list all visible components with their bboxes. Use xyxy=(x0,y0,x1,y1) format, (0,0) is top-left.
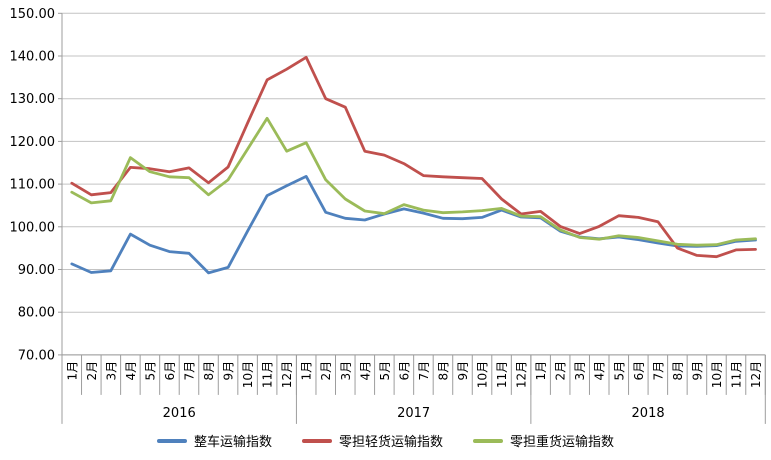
x-month-label: 10月 xyxy=(241,361,255,388)
x-month-label: 7月 xyxy=(182,361,196,381)
legend-swatch-blue-line xyxy=(156,438,187,443)
y-axis-label: 110.00 xyxy=(10,178,56,193)
x-month-label: 8月 xyxy=(436,361,450,381)
y-axis-label: 100.00 xyxy=(10,220,56,235)
chart-legend: 整车运输指数 零担轻货运输指数 零担重货运输指数 xyxy=(0,431,771,450)
x-month-label: 9月 xyxy=(222,361,236,381)
x-month-label: 9月 xyxy=(690,361,704,381)
x-month-label: 12月 xyxy=(515,361,529,388)
x-month-label: 1月 xyxy=(300,361,314,381)
legend-swatch-red-line xyxy=(301,438,332,443)
y-axis-label: 80.00 xyxy=(18,306,55,321)
series-line xyxy=(70,174,757,275)
year-label: 2016 xyxy=(163,406,196,421)
x-month-label: 6月 xyxy=(397,361,411,381)
y-axis-label: 150.00 xyxy=(10,7,56,22)
x-month-label: 3月 xyxy=(104,361,118,381)
x-month-label: 5月 xyxy=(612,361,626,381)
x-month-label: 9月 xyxy=(456,361,470,381)
x-month-label: 4月 xyxy=(593,361,607,381)
y-axis-label: 140.00 xyxy=(10,50,56,65)
y-axis-label: 90.00 xyxy=(18,263,55,278)
x-month-label: 7月 xyxy=(651,361,665,381)
x-month-label: 6月 xyxy=(163,361,177,381)
x-month-label: 5月 xyxy=(143,361,157,381)
x-month-label: 11月 xyxy=(729,361,743,388)
x-month-label: 11月 xyxy=(261,361,275,388)
x-month-label: 2月 xyxy=(85,361,99,381)
y-axis-label: 130.00 xyxy=(10,92,56,107)
x-month-label: 2月 xyxy=(319,361,333,381)
x-month-label: 12月 xyxy=(749,361,763,388)
legend-item-truckload: 整车运输指数 xyxy=(156,431,272,450)
legend-label: 零担重货运输指数 xyxy=(510,435,615,450)
legend-label: 整车运输指数 xyxy=(193,435,272,450)
series-line xyxy=(70,55,757,259)
x-month-label: 8月 xyxy=(202,361,216,381)
x-month-label: 10月 xyxy=(710,361,724,388)
x-month-label: 4月 xyxy=(358,361,372,381)
year-label: 2017 xyxy=(397,406,430,421)
legend-item-ltl-heavy: 零担重货运输指数 xyxy=(473,431,614,450)
legend-swatch-green-line xyxy=(473,438,503,443)
x-month-label: 1月 xyxy=(534,361,548,381)
y-axis-label: 120.00 xyxy=(10,135,56,150)
x-month-label: 6月 xyxy=(632,361,646,381)
x-month-label: 3月 xyxy=(573,361,587,381)
x-month-label: 5月 xyxy=(378,361,392,381)
x-month-label: 8月 xyxy=(671,361,685,381)
year-label: 2018 xyxy=(632,406,665,421)
y-axis-label: 70.00 xyxy=(18,348,55,363)
x-month-label: 4月 xyxy=(124,361,138,381)
x-month-label: 1月 xyxy=(65,361,79,381)
series-line xyxy=(70,116,757,247)
x-month-label: 12月 xyxy=(280,361,294,388)
x-month-label: 10月 xyxy=(476,361,490,388)
legend-item-ltl-light: 零担轻货运输指数 xyxy=(301,431,443,450)
x-month-label: 11月 xyxy=(495,361,509,388)
x-month-label: 3月 xyxy=(339,361,353,381)
legend-label: 零担轻货运输指数 xyxy=(338,435,443,450)
x-month-label: 7月 xyxy=(417,361,431,381)
x-month-label: 2月 xyxy=(554,361,568,381)
